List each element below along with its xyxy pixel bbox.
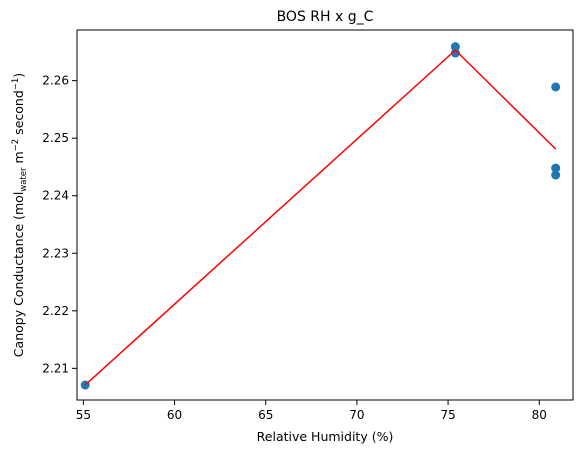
y-axis-title-base: Canopy Conductance (mol — [11, 192, 26, 358]
y-tick-label: 2.25 — [42, 131, 69, 145]
x-axis: 55 60 65 70 75 80 — [76, 400, 547, 422]
x-tick-label: 60 — [167, 408, 182, 422]
x-tick-label: 80 — [532, 408, 547, 422]
y-axis-title-subscript: water — [19, 167, 29, 192]
y-tick-label: 2.23 — [42, 246, 69, 260]
y-axis-title-superscript-2: −1 — [11, 78, 21, 91]
y-tick-label: 2.24 — [42, 189, 69, 203]
y-axis-title-mid1: m — [11, 151, 26, 167]
scatter-point — [551, 163, 561, 173]
y-tick-label: 2.21 — [42, 361, 69, 375]
fit-line — [84, 49, 557, 386]
y-axis-title-superscript-1: −2 — [11, 139, 21, 152]
y-axis: 2.21 2.22 2.23 2.24 2.25 2.26 — [42, 74, 77, 375]
plot-frame — [76, 29, 574, 401]
x-tick-label: 55 — [76, 408, 91, 422]
y-tick-label: 2.26 — [42, 74, 69, 88]
x-tick-label: 70 — [349, 408, 364, 422]
scatter-point — [551, 82, 561, 92]
y-axis-title-mid2: second — [11, 90, 26, 139]
scatter-point — [551, 170, 561, 180]
chart-title: BOS RH x g_C — [277, 9, 374, 25]
scatter-point — [450, 48, 460, 58]
plot-area — [80, 42, 561, 390]
x-tick-label: 65 — [258, 408, 273, 422]
y-tick-label: 2.22 — [42, 304, 69, 318]
scatter-point — [450, 42, 460, 52]
y-axis-title: Canopy Conductance (molwater m−2 second−… — [11, 73, 29, 357]
x-axis-title: Relative Humidity (%) — [257, 429, 394, 444]
y-axis-title-end: ) — [11, 73, 26, 78]
x-tick-label: 75 — [440, 408, 455, 422]
